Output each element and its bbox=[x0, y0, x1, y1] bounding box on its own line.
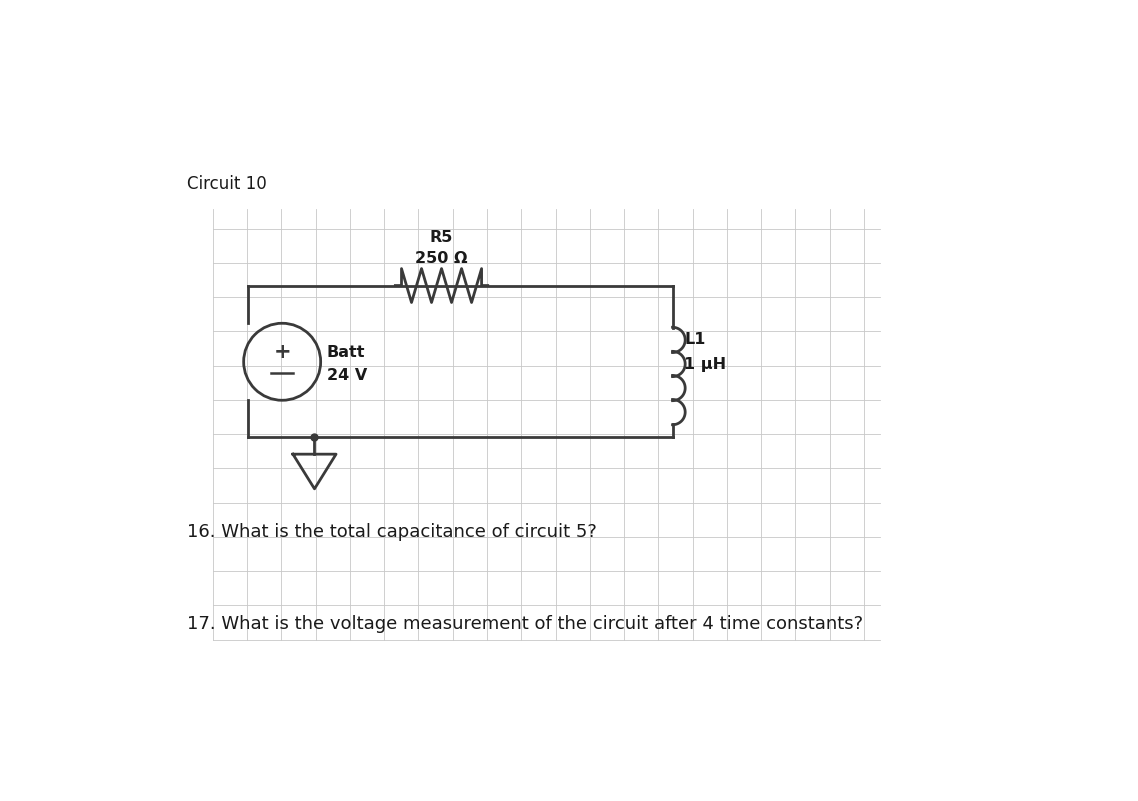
Text: 1 μH: 1 μH bbox=[684, 357, 726, 372]
Text: 17. What is the voltage measurement of the circuit after 4 time constants?: 17. What is the voltage measurement of t… bbox=[188, 615, 864, 634]
Text: Circuit 10: Circuit 10 bbox=[188, 175, 267, 193]
Text: 250 Ω: 250 Ω bbox=[415, 252, 468, 266]
Text: L1: L1 bbox=[684, 332, 706, 347]
Text: 24 V: 24 V bbox=[327, 368, 368, 383]
Text: +: + bbox=[273, 342, 291, 362]
Text: R5: R5 bbox=[430, 231, 453, 245]
Text: 16. What is the total capacitance of circuit 5?: 16. What is the total capacitance of cir… bbox=[188, 523, 597, 541]
Text: Batt: Batt bbox=[327, 345, 365, 360]
